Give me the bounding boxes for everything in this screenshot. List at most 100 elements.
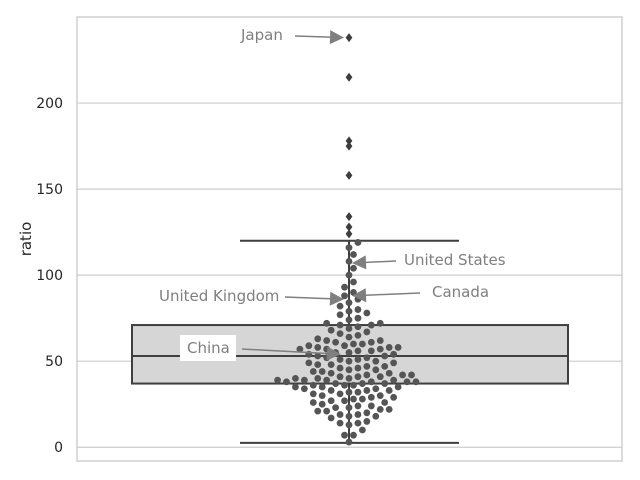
swarm-point (327, 361, 335, 369)
swarm-point (345, 357, 353, 365)
swarm-point (305, 359, 313, 367)
swarm-point (358, 395, 366, 403)
swarm-points (274, 239, 420, 446)
swarm-point (336, 302, 344, 310)
swarm-point (376, 405, 384, 413)
swarm-point (390, 376, 398, 384)
swarm-point (385, 369, 393, 377)
swarm-point (354, 331, 362, 339)
y-tick-label: 150 (36, 182, 63, 198)
swarm-point (350, 381, 357, 389)
swarm-point (345, 257, 353, 265)
swarm-point (354, 402, 362, 410)
swarm-point (354, 323, 362, 331)
annotation-arrowhead (352, 255, 367, 270)
swarm-point (336, 364, 344, 372)
swarm-point (363, 362, 371, 370)
swarm-point (367, 393, 375, 401)
swarm-point (314, 335, 322, 343)
y-axis-label: ratio (17, 222, 35, 257)
annotation-arrow-line (365, 260, 397, 264)
swarm-point (345, 299, 353, 307)
swarm-point (283, 378, 290, 386)
swarm-point (376, 337, 384, 344)
swarm-point (323, 319, 331, 327)
swarm-point (314, 374, 322, 382)
swarm-point (336, 411, 344, 418)
annotation-arrowhead (326, 346, 341, 361)
swarm-point (345, 333, 353, 341)
swarm-point (381, 352, 389, 360)
swarm-point (367, 378, 375, 386)
swarm-point (318, 392, 326, 400)
y-tick-label: 100 (36, 268, 63, 284)
swarm-point (341, 381, 348, 389)
annotation-arrowhead (329, 30, 344, 45)
swarm-point (336, 419, 344, 427)
swarm-point (358, 380, 366, 387)
swarm-point (350, 340, 357, 348)
swarm-point (314, 352, 322, 360)
swarm-point (309, 399, 317, 406)
swarm-point (345, 325, 353, 332)
swarm-point (372, 412, 380, 420)
swarm-point (314, 407, 322, 415)
swarm-point (336, 321, 344, 329)
swarm-point (394, 344, 402, 351)
annotation-arrow-line (365, 292, 421, 296)
swarm-point (345, 349, 353, 356)
swarm-point (381, 362, 389, 370)
swarm-point (354, 364, 362, 372)
swarm-point (354, 347, 362, 355)
swarm-point (336, 311, 344, 319)
swarm-point (358, 426, 366, 434)
swarm-point (327, 326, 335, 334)
swarm-point (336, 390, 344, 398)
swarm-point (318, 400, 326, 408)
swarm-point (354, 239, 362, 246)
swarm-point (354, 356, 362, 363)
swarm-point (354, 411, 362, 418)
swarm-point (345, 412, 353, 420)
swarm-point (345, 271, 353, 279)
swarm-point (399, 371, 406, 379)
annotation-label: Japan (240, 26, 283, 44)
swarm-point (354, 419, 362, 427)
plot-frame (76, 16, 623, 462)
swarm-point (390, 359, 398, 367)
swarm-point (336, 330, 344, 338)
swarm-point (408, 371, 415, 379)
y-tick-label: 200 (36, 96, 63, 112)
y-tick-label: 0 (54, 440, 63, 456)
annotation-label: United Kingdom (159, 287, 279, 305)
swarm-point (376, 319, 384, 327)
swarm-point (363, 371, 371, 379)
swarm-point (390, 393, 398, 401)
swarm-point (372, 357, 380, 365)
annotation-label: United States (404, 251, 506, 269)
swarm-point (381, 380, 389, 387)
swarm-point (345, 307, 353, 315)
swarm-point (354, 373, 362, 381)
swarm-point (390, 350, 398, 358)
swarm-point (309, 381, 317, 389)
swarm-point (350, 264, 357, 272)
swarm-point (300, 376, 308, 384)
annotation-arrow-line (294, 35, 331, 38)
outlier-point (345, 212, 353, 222)
swarm-point (385, 344, 393, 351)
swarm-point (412, 378, 420, 386)
swarm-point (345, 244, 353, 252)
swarm-point (372, 385, 380, 393)
swarm-point (376, 392, 384, 400)
outlier-point (345, 33, 353, 43)
swarm-point (274, 376, 281, 384)
outlier-point (345, 141, 353, 151)
outlier-point (345, 222, 353, 232)
annotations: Japan United States United Kingdom Canada Ch… (159, 26, 506, 361)
swarm-point (385, 405, 393, 413)
swarm-point (345, 421, 353, 429)
swarm-point (367, 402, 375, 410)
swarm-point (367, 338, 375, 346)
swarm-point (345, 374, 353, 382)
